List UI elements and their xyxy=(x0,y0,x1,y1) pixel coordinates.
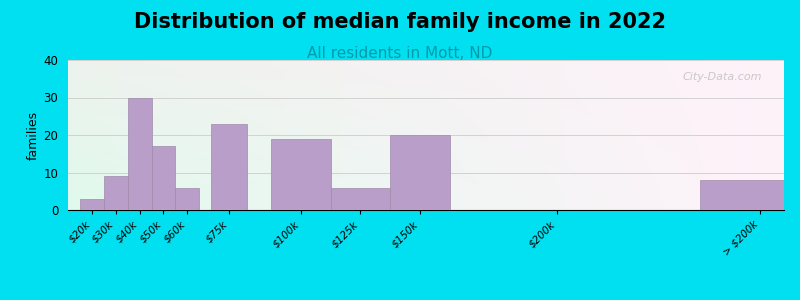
Bar xyxy=(104,176,128,210)
Text: All residents in Mott, ND: All residents in Mott, ND xyxy=(307,46,493,62)
Bar xyxy=(80,199,104,210)
Bar xyxy=(175,188,199,210)
Text: Distribution of median family income in 2022: Distribution of median family income in … xyxy=(134,12,666,32)
Bar xyxy=(128,98,151,210)
Bar xyxy=(390,135,450,210)
Bar xyxy=(271,139,330,210)
Bar xyxy=(330,188,390,210)
Text: City-Data.com: City-Data.com xyxy=(683,72,762,82)
Bar xyxy=(701,180,800,210)
Y-axis label: families: families xyxy=(26,110,39,160)
Bar xyxy=(151,146,175,210)
Bar xyxy=(211,124,247,210)
